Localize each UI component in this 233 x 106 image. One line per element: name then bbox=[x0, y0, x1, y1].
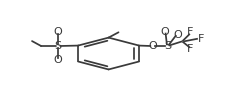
Text: O: O bbox=[161, 27, 169, 37]
Text: F: F bbox=[187, 44, 194, 54]
Text: S: S bbox=[164, 41, 171, 51]
Text: O: O bbox=[148, 41, 157, 51]
Text: S: S bbox=[55, 41, 62, 51]
Text: O: O bbox=[173, 30, 182, 40]
Text: O: O bbox=[54, 27, 63, 37]
Text: F: F bbox=[187, 27, 194, 37]
Text: O: O bbox=[54, 55, 63, 65]
Text: F: F bbox=[198, 34, 205, 44]
